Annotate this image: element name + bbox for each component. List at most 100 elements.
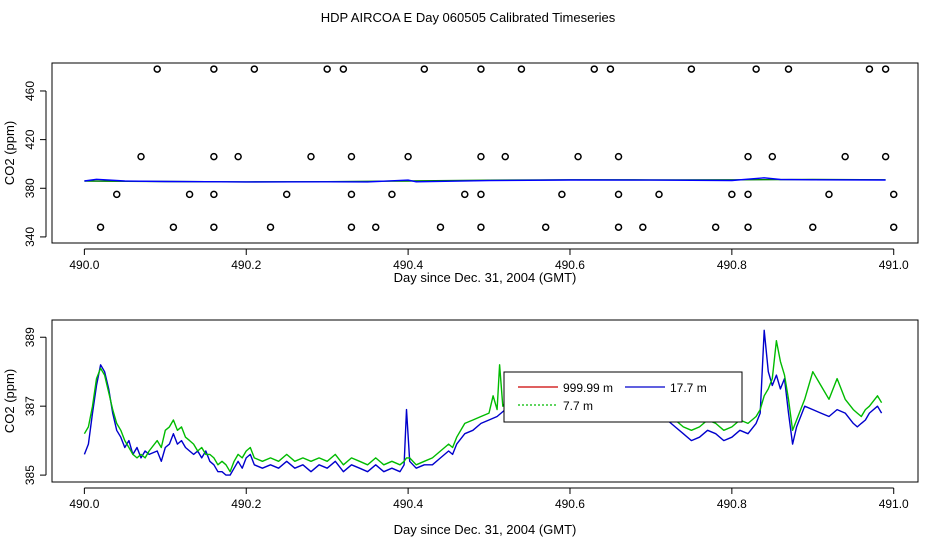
top-x-axis: 490.0 490.2 490.4 490.6 490.8 491.0 — [69, 248, 909, 272]
top-data-point — [711, 223, 720, 231]
bottom-plot-frame — [51, 319, 919, 483]
top-data-point — [517, 65, 526, 73]
top-x-tick-label: 490.0 — [69, 258, 99, 272]
legend-label-7m: 7.7 m — [563, 399, 593, 413]
top-data-point — [639, 223, 647, 231]
top-data-point — [153, 65, 161, 73]
bottom-x-axis: 490.0 490.2 490.4 490.6 490.8 491.0 — [69, 487, 909, 511]
top-data-point — [728, 190, 736, 199]
top-data-point — [655, 190, 663, 199]
bottom-y-tick-label: 385 — [23, 465, 37, 485]
top-data-point — [752, 65, 760, 73]
top-data-point — [307, 152, 315, 161]
legend-label-999m: 999.99 m — [563, 381, 613, 395]
bottom-plot-marks — [83, 329, 883, 476]
top-plot-frame — [51, 62, 919, 244]
top-data-point — [809, 223, 817, 231]
top-data-point — [210, 152, 218, 161]
top-data-point — [501, 152, 509, 161]
top-data-point — [744, 190, 752, 199]
top-data-point — [210, 65, 218, 73]
top-x-tick-label: 491.0 — [879, 258, 909, 272]
top-data-point — [889, 223, 898, 231]
bottom-series-17-7-m — [83, 329, 883, 476]
top-data-point — [614, 152, 623, 161]
bottom-x-tick-label: 490.8 — [717, 497, 747, 511]
top-data-point — [250, 65, 259, 73]
bottom-panel: 490.0 490.2 490.4 490.6 490.8 491.0 385 387 389… — [2, 319, 919, 537]
top-data-point — [266, 223, 275, 231]
top-data-point — [541, 223, 550, 231]
bottom-x-tick-label: 491.0 — [879, 497, 909, 511]
bottom-x-tick-label: 490.4 — [393, 497, 423, 511]
top-data-point — [137, 152, 145, 161]
top-series-line-2 — [84, 177, 886, 183]
top-data-point — [185, 190, 194, 199]
legend-entry-999m: 999.99 m — [518, 381, 613, 395]
top-y-tick-label: 380 — [23, 178, 37, 198]
legend-entry-17m: 17.7 m — [625, 381, 707, 395]
top-data-point — [574, 152, 582, 161]
top-y-axis-label: CO2 (ppm) — [2, 121, 17, 185]
top-plot-marks — [84, 65, 898, 231]
top-data-point — [744, 152, 752, 161]
top-data-point — [420, 65, 429, 73]
bottom-y-tick-label: 389 — [23, 327, 37, 347]
top-data-point — [841, 152, 849, 161]
bottom-x-tick-label: 490.2 — [231, 497, 261, 511]
top-x-tick-label: 490.6 — [555, 258, 585, 272]
top-data-point — [558, 190, 566, 199]
top-data-point — [768, 152, 777, 161]
top-data-point — [347, 223, 356, 231]
top-data-point — [590, 65, 599, 73]
top-data-point — [112, 190, 121, 199]
top-data-point — [614, 223, 623, 231]
top-x-axis-label: Day since Dec. 31, 2004 (GMT) — [394, 270, 577, 285]
top-data-point — [347, 152, 356, 161]
top-data-point — [477, 190, 485, 199]
bottom-y-tick-label: 387 — [23, 396, 37, 416]
top-data-point — [606, 65, 615, 73]
bottom-y-axis-label: CO2 (ppm) — [2, 369, 17, 433]
top-y-tick-label: 460 — [23, 81, 37, 101]
top-x-tick-label: 490.8 — [717, 258, 747, 272]
top-data-point — [339, 65, 348, 73]
bottom-x-tick-label: 490.0 — [69, 497, 99, 511]
top-data-point — [96, 223, 105, 231]
top-data-point — [169, 223, 178, 231]
top-data-point — [404, 152, 412, 161]
top-data-point — [371, 223, 380, 231]
top-data-point — [784, 65, 793, 73]
legend-label-17m: 17.7 m — [670, 381, 707, 395]
top-data-point — [477, 65, 485, 73]
top-data-point — [825, 190, 833, 199]
top-data-point — [388, 190, 396, 199]
top-data-point — [687, 65, 696, 73]
top-panel: 490.0 490.2 490.4 490.6 490.8 491.0 340 380 420… — [2, 62, 919, 285]
top-y-axis: 340 380 420 460 — [23, 81, 47, 247]
top-y-tick-label: 420 — [23, 129, 37, 149]
top-data-point — [436, 223, 445, 231]
top-data-point — [461, 190, 469, 199]
bottom-series-7-7-m — [83, 340, 883, 473]
top-data-point — [889, 190, 898, 199]
top-y-tick-label: 340 — [23, 227, 37, 247]
top-data-point — [210, 223, 218, 231]
top-data-point — [210, 190, 218, 199]
legend-entry-7m: 7.7 m — [518, 399, 593, 413]
top-data-point — [865, 65, 874, 73]
legend-box — [503, 371, 743, 423]
legend: 999.99 m 17.7 m 7.7 m — [503, 371, 743, 423]
top-data-point — [477, 223, 485, 231]
bottom-x-axis-label: Day since Dec. 31, 2004 (GMT) — [394, 522, 577, 537]
top-data-point — [881, 152, 890, 161]
top-x-tick-label: 490.4 — [393, 258, 423, 272]
bottom-x-tick-label: 490.6 — [555, 497, 585, 511]
top-data-point — [347, 190, 356, 199]
top-data-point — [477, 152, 485, 161]
top-data-point — [744, 223, 752, 231]
top-data-point — [881, 65, 890, 73]
top-data-point — [282, 190, 291, 199]
bottom-y-axis: 385 387 389 — [23, 327, 47, 485]
